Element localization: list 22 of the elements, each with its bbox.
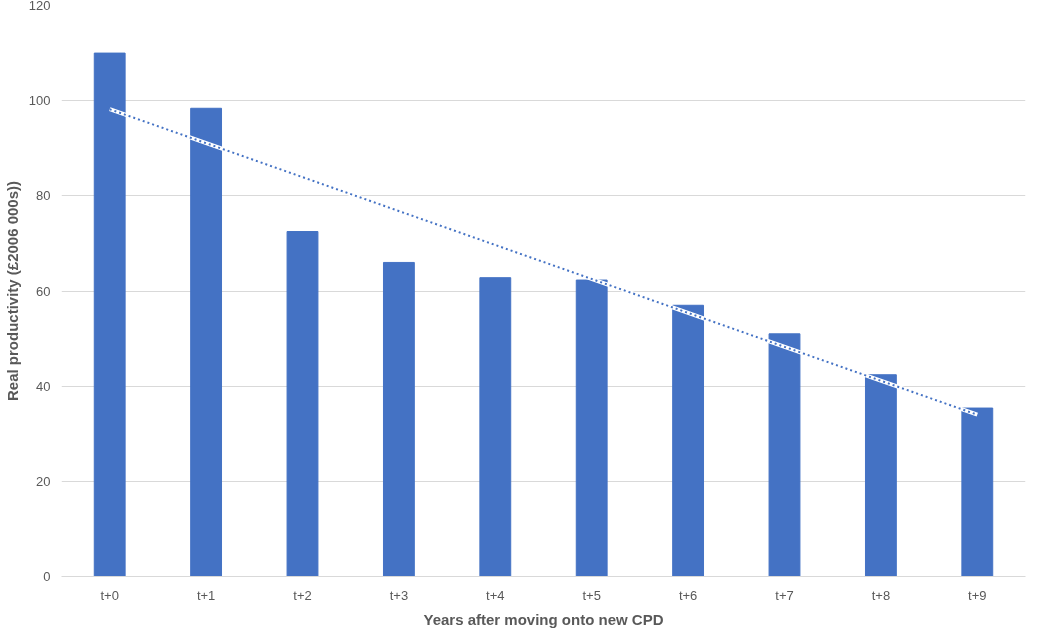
y-tick-label: 0 xyxy=(43,569,51,584)
x-tick-label: t+0 xyxy=(100,587,119,603)
x-tick-label: t+6 xyxy=(678,587,698,603)
y-tick-label: 80 xyxy=(36,188,51,204)
x-axis-title: Years after moving onto new CPD xyxy=(423,610,664,628)
x-tick-label: t+7 xyxy=(775,587,794,603)
y-tick-label: 100 xyxy=(28,93,51,109)
x-tick-label: t+9 xyxy=(968,587,987,603)
bar xyxy=(286,231,319,577)
x-tick-label: t+8 xyxy=(871,587,891,603)
y-tick-label: 60 xyxy=(36,283,51,299)
y-axis-title: Real productivity (£2006 000s)) xyxy=(3,180,21,402)
y-tick-label: 20 xyxy=(36,473,51,489)
x-tick-label: t+4 xyxy=(486,587,505,603)
x-tick-label: t+5 xyxy=(582,587,601,603)
y-tick-label: 40 xyxy=(36,378,51,394)
x-tick-label: t+2 xyxy=(293,587,312,603)
bar xyxy=(382,261,415,577)
bar xyxy=(479,277,512,577)
x-tick-label: t+1 xyxy=(196,587,216,603)
x-tick-label: t+3 xyxy=(389,587,409,603)
y-tick-label: 120 xyxy=(28,0,51,13)
